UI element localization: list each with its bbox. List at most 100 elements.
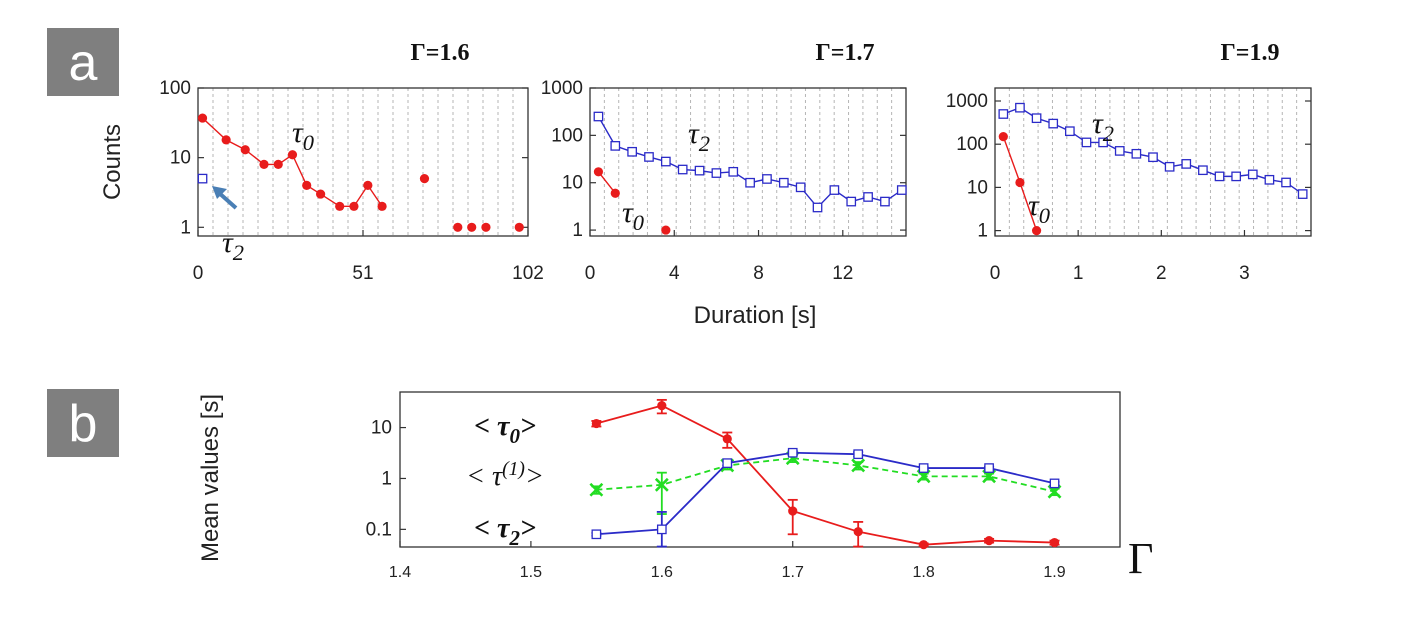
data-point-tau2 (984, 463, 994, 473)
series-line-tau1 (596, 457, 1055, 493)
y-tick-label: 0.1 (366, 519, 392, 540)
series-label-tau2: τ2 (1092, 107, 1114, 146)
data-point-tau2 (896, 185, 907, 195)
data-point-tau2 (1049, 478, 1060, 489)
data-point-tau2 (722, 458, 733, 468)
data-point-tau2 (711, 168, 722, 178)
data-point-tau2 (1081, 137, 1092, 148)
arrow-head-icon (212, 186, 227, 199)
data-point-tau0 (998, 131, 1008, 142)
data-point-tau2 (610, 141, 621, 151)
x-tick-label: 102 (512, 263, 544, 284)
data-point-tau0 (1049, 537, 1060, 548)
data-point-tau0 (377, 201, 387, 211)
data-point-tau2 (745, 177, 755, 188)
data-point-tau0 (722, 434, 732, 444)
data-point-tau2 (1247, 169, 1258, 180)
data-point-tau0 (984, 536, 994, 546)
x-tick-label: 0 (193, 263, 204, 284)
data-point-tau0 (853, 527, 863, 537)
data-point-tau2 (998, 109, 1009, 119)
data-point-tau0 (610, 188, 620, 198)
data-point-tau2 (1048, 118, 1059, 129)
data-point-tau0 (349, 201, 359, 211)
data-point-tau2 (660, 156, 671, 167)
y-tick-label: 1000 (946, 91, 988, 112)
data-point-tau2 (829, 185, 840, 195)
series-label-tau0: τ0 (292, 116, 314, 155)
data-point-tau0 (302, 180, 312, 190)
data-point-tau2 (762, 174, 772, 184)
data-point-tau0 (919, 540, 929, 550)
series-label-tau2: τ2 (222, 226, 244, 265)
y-tick-label: 10 (967, 177, 988, 198)
data-point-tau2 (1198, 165, 1208, 176)
data-point-tau2 (1164, 161, 1175, 172)
series-line-tau2 (596, 451, 1055, 536)
gamma-axis-symbol: Γ (1128, 534, 1153, 583)
data-point-tau2 (918, 463, 929, 473)
chart-title: Γ=1.9 (1221, 40, 1280, 66)
plot-frame (994, 87, 1312, 237)
data-point-tau2 (656, 524, 667, 535)
y-tick-label: 100 (551, 125, 583, 146)
data-point-tau0 (481, 222, 491, 232)
plot-frame (399, 391, 1121, 548)
data-point-tau2 (863, 192, 873, 202)
data-point-tau2 (1297, 189, 1308, 199)
data-point-tau2 (1264, 174, 1275, 185)
data-point-tau2 (1281, 177, 1291, 188)
x-tick-label: 1.7 (782, 564, 804, 581)
data-point-tau2 (1064, 126, 1075, 137)
data-point-tau0 (453, 222, 463, 232)
data-point-tau2 (1214, 171, 1225, 182)
data-point-tau0 (788, 506, 798, 516)
y-tick-label: 10 (170, 148, 191, 169)
data-point-tau2 (853, 449, 864, 460)
y-tick-label: 1000 (541, 78, 583, 99)
y-tick-label: 100 (159, 78, 191, 99)
xlabel-duration: Duration [s] (694, 302, 817, 329)
data-point-tau1 (851, 458, 866, 473)
data-point-tau2 (846, 196, 857, 207)
x-tick-label: 1 (1073, 263, 1084, 284)
panel-letter-b: b (69, 395, 98, 453)
data-point-tau0 (287, 150, 298, 160)
data-point-tau2 (1148, 152, 1158, 163)
chart-mean-values: 0.1 1 10 1.4 1.5 1.6 1.7 1.8 1.9 < τ0> < τ(1)> < τ2… (366, 391, 1121, 581)
data-point-tau0 (273, 159, 283, 169)
data-point-tau2 (1098, 137, 1108, 148)
series-line-tau0 (596, 404, 1055, 546)
data-point-tau2 (1114, 146, 1125, 156)
data-point-tau0 (591, 418, 601, 429)
x-tick-label: 4 (669, 263, 680, 284)
chart-gamma-1-7: 1 10 100 1000 0 4 8 12 Γ=1.7 τ2 τ0 (541, 40, 907, 284)
series-label-tau2: < τ2> (474, 513, 536, 550)
data-point-tau2 (795, 182, 806, 193)
data-point-tau2 (778, 177, 789, 188)
chart-title: Γ=1.7 (816, 40, 875, 66)
ylabel-mean-values: Mean values [s] (197, 394, 224, 562)
data-point-tau0 (240, 145, 250, 155)
data-point-tau2 (1181, 159, 1192, 169)
data-point-tau0 (221, 135, 231, 145)
data-point-tau2 (1231, 171, 1242, 182)
series-label-tau1: < τ(1)> (466, 459, 544, 492)
y-tick-label: 1 (977, 221, 988, 242)
data-point-tau0 (467, 222, 477, 232)
x-tick-label: 1.4 (389, 564, 411, 581)
series-label-tau0: τ0 (622, 196, 644, 235)
data-point-tau2 (593, 111, 604, 122)
y-tick-label: 100 (956, 134, 988, 155)
data-point-tau0 (363, 180, 373, 190)
data-point-tau2 (1015, 102, 1025, 113)
series-label-tau0: < τ0> (474, 411, 536, 448)
data-point-tau2 (197, 173, 208, 184)
ylabel-counts: Counts (99, 124, 126, 200)
plot-frame (589, 87, 907, 237)
data-point-tau1 (654, 477, 669, 492)
panel-label-b: b (47, 389, 119, 457)
data-point-tau0 (593, 167, 604, 177)
x-tick-label: 3 (1239, 263, 1250, 284)
x-tick-label: 2 (1156, 263, 1167, 284)
